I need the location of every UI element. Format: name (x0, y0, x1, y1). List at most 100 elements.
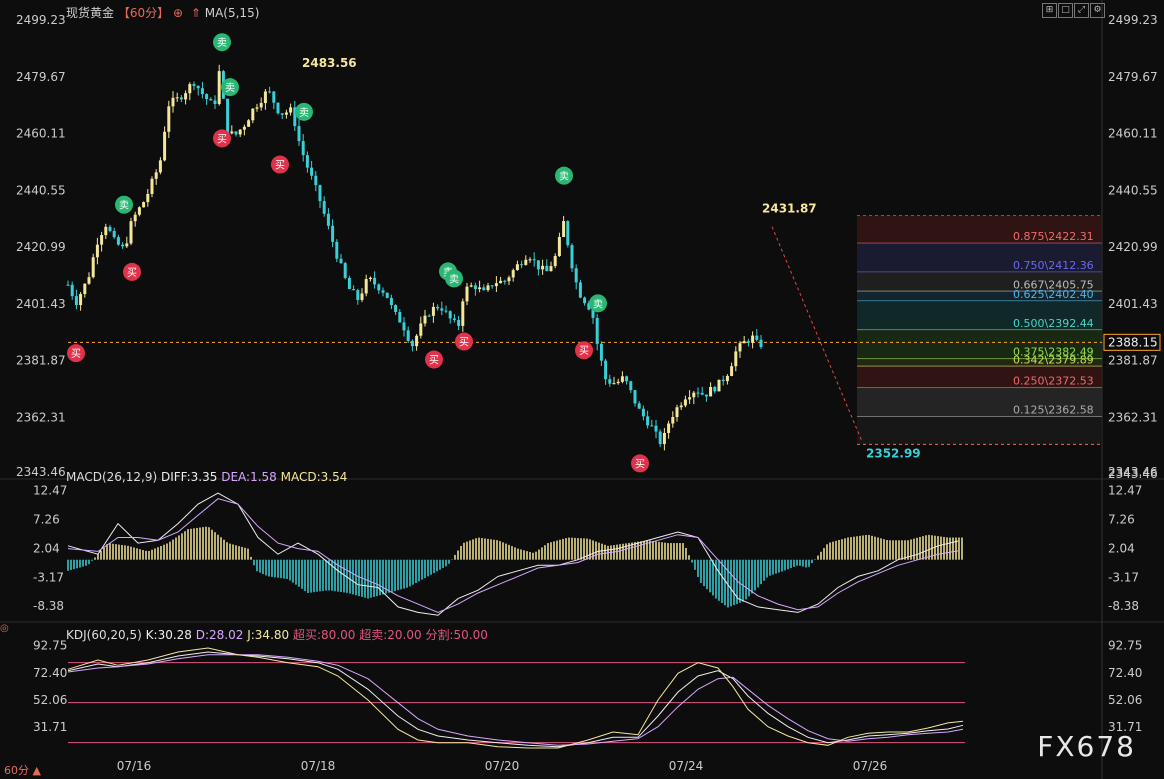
macd-diff-line (67, 492, 959, 616)
kdj-split: 分割:50.00 (425, 628, 488, 642)
kdj-layer (67, 647, 965, 749)
fib-zone (857, 272, 1102, 292)
buy-signal-icon (271, 155, 289, 174)
candle-body (738, 343, 742, 352)
candle-body (473, 285, 477, 290)
kdj-oversold: 超卖:20.00 (359, 628, 422, 642)
candle-body (238, 129, 242, 135)
candle-body (129, 221, 133, 244)
candle-body (158, 160, 162, 173)
candle-body (608, 379, 612, 384)
square-icon[interactable]: □ (1058, 3, 1073, 18)
macd-diff: DIFF:3.35 (160, 470, 218, 484)
candle-body (545, 265, 549, 272)
target-icon[interactable]: ◎ (0, 623, 9, 634)
kdj-name: KDJ(60,20,5) (66, 628, 142, 642)
kdj-tick-right: 92.75 (1108, 639, 1142, 653)
price-tick-left: 2381.87 (16, 354, 66, 368)
candle-body (566, 221, 570, 246)
candle-body (553, 255, 557, 267)
axes-layer: 2499.23 2499.23 2479.67 2479.67 2460.11 2460.… (16, 13, 1161, 773)
candle-body (289, 107, 293, 113)
candle-body (121, 244, 125, 247)
candle-body (74, 296, 78, 306)
x-tick-label: 07/26 (853, 759, 888, 773)
kdj-header: KDJ(60,20,5) K:30.28 D:28.02 J:34.80 超买:… (66, 626, 488, 643)
x-tick-label: 07/16 (117, 759, 152, 773)
candle-body (381, 290, 385, 293)
candle-body (331, 225, 335, 242)
buy-signal-label: 买 (127, 267, 137, 279)
fibonacci-layer: 0.875\2422.310.750\2412.360.667\2405.750… (68, 214, 1102, 445)
candle-body (612, 383, 616, 385)
sell-signal-icon (295, 102, 313, 121)
candle-body (704, 394, 708, 397)
macd-tick-right: -8.38 (1108, 599, 1139, 613)
fib-zone (857, 387, 1102, 417)
candle-body (536, 260, 540, 270)
candle-body (184, 93, 188, 100)
candle-body (688, 397, 692, 400)
price-tick-left: 2479.67 (16, 70, 66, 84)
candle-body (633, 390, 637, 404)
sell-signal-label: 卖 (119, 200, 129, 212)
candle-body (242, 126, 246, 130)
price-tick-right: 2381.87 (1108, 354, 1158, 368)
candle-body (755, 335, 759, 340)
price-tick-right: 2499.23 (1108, 13, 1158, 27)
candle-body (616, 381, 620, 384)
sell-signal-label: 卖 (225, 82, 235, 94)
candle-body (532, 259, 536, 261)
candle-body (629, 381, 633, 391)
x-tick-label: 07/20 (485, 759, 520, 773)
candle-body (486, 285, 490, 291)
fib-zone (857, 358, 1102, 367)
candle-body (188, 84, 192, 94)
fib-zone (857, 416, 1102, 445)
period-label[interactable]: 【60分】 (117, 6, 170, 20)
buy-signal-label: 买 (71, 348, 81, 360)
candle-body (389, 297, 393, 306)
kdj-j-line (67, 647, 964, 749)
price-tick-right: 2420.99 (1108, 240, 1158, 254)
candle-body (717, 379, 721, 392)
expand-icon[interactable]: ⤢ (1074, 3, 1089, 18)
candle-body (440, 308, 444, 311)
period-footer[interactable]: 60分 ▲ (4, 764, 41, 777)
candle-body (268, 91, 272, 93)
fib-level-label: 0.125\2362.58 (1013, 404, 1094, 417)
fib-level-label: 0.875\2422.31 (1013, 230, 1094, 243)
candle-body (209, 99, 213, 101)
candle-body (66, 284, 70, 286)
price-tick-left: 2343.46 (16, 465, 66, 479)
crosshair-icon[interactable]: ⊞ (1042, 3, 1057, 18)
ma-label: MA(5,15) (204, 6, 260, 20)
candle-body (230, 131, 234, 134)
candle-body (675, 407, 679, 418)
sell-signal-label: 卖 (559, 171, 569, 183)
buy-signal-label: 买 (275, 160, 285, 172)
kdj-tick-right: 72.40 (1108, 666, 1142, 680)
candle-body (431, 306, 435, 316)
candle-body (494, 283, 498, 287)
settings-icon[interactable]: ⚙ (1090, 3, 1105, 18)
candle-body (415, 335, 419, 347)
bottom-price-label: 2343.46 (1108, 467, 1158, 481)
candle-body (100, 235, 104, 245)
kdj-d-line (67, 654, 964, 746)
price-tick-right: 2479.67 (1108, 70, 1158, 84)
instrument-name: 现货黄金 (66, 6, 115, 20)
candle-body (293, 107, 297, 127)
candle-body (562, 221, 566, 238)
up-arrow-icon[interactable]: ⇑ (190, 6, 201, 20)
candle-body (373, 277, 377, 285)
mid-high-annotation: 2431.87 (762, 201, 817, 215)
candle-body (583, 297, 587, 304)
candle-body (620, 376, 624, 382)
indicator-settings-icon[interactable]: ⊕ (172, 6, 184, 20)
buy-signal-icon (631, 454, 649, 473)
sell-signal-icon (555, 166, 573, 185)
sell-signal-label: 卖 (217, 37, 227, 49)
buy-signal-icon (575, 341, 593, 360)
